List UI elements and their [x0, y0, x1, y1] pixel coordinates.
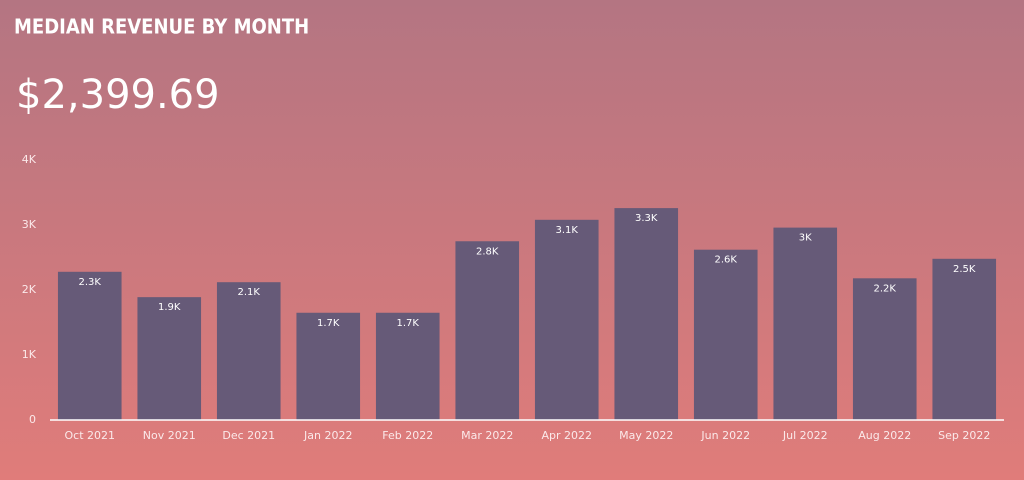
data-label: 1.7K	[317, 318, 340, 329]
bar	[773, 227, 838, 420]
bar	[534, 219, 599, 420]
data-label: 1.7K	[397, 318, 420, 329]
y-tick-label: 4K	[22, 153, 37, 166]
x-tick-label: Mar 2022	[461, 429, 513, 442]
data-label: 2.2K	[874, 283, 897, 294]
data-label: 3K	[799, 233, 812, 244]
data-label: 2.3K	[79, 277, 102, 288]
y-tick-label: 1K	[22, 348, 37, 361]
bar	[614, 208, 679, 420]
bar	[852, 278, 917, 420]
x-tick-label: May 2022	[619, 429, 673, 442]
y-tick-label: 3K	[22, 218, 37, 231]
x-tick-label: Apr 2022	[541, 429, 592, 442]
x-tick-label: Nov 2021	[143, 429, 196, 442]
bar	[932, 258, 997, 420]
x-tick-label: Jun 2022	[700, 429, 750, 442]
kpi-value: $2,399.69	[16, 72, 220, 118]
data-label: 2.1K	[238, 287, 261, 298]
data-label: 1.9K	[158, 302, 181, 313]
x-tick-label: Dec 2021	[222, 429, 275, 442]
data-label: 2.6K	[715, 255, 738, 266]
data-label: 2.5K	[953, 264, 976, 275]
data-label: 2.8K	[476, 246, 499, 257]
bar	[216, 282, 281, 420]
x-tick-label: Aug 2022	[858, 429, 911, 442]
bar	[375, 312, 440, 420]
x-tick-label: Jan 2022	[303, 429, 352, 442]
y-tick-label: 0	[29, 413, 36, 426]
bar	[455, 241, 520, 420]
bar	[296, 312, 361, 420]
x-tick-label: Feb 2022	[382, 429, 433, 442]
data-label: 3.3K	[635, 213, 658, 224]
bar	[137, 297, 202, 420]
data-label: 3.1K	[556, 225, 579, 236]
bar	[693, 249, 758, 420]
x-tick-label: Oct 2021	[64, 429, 115, 442]
y-tick-label: 2K	[22, 283, 37, 296]
chart-title: MEDIAN REVENUE BY MONTH	[14, 15, 309, 39]
x-tick-label: Jul 2022	[782, 429, 828, 442]
bar	[57, 271, 122, 420]
x-tick-label: Sep 2022	[938, 429, 990, 442]
